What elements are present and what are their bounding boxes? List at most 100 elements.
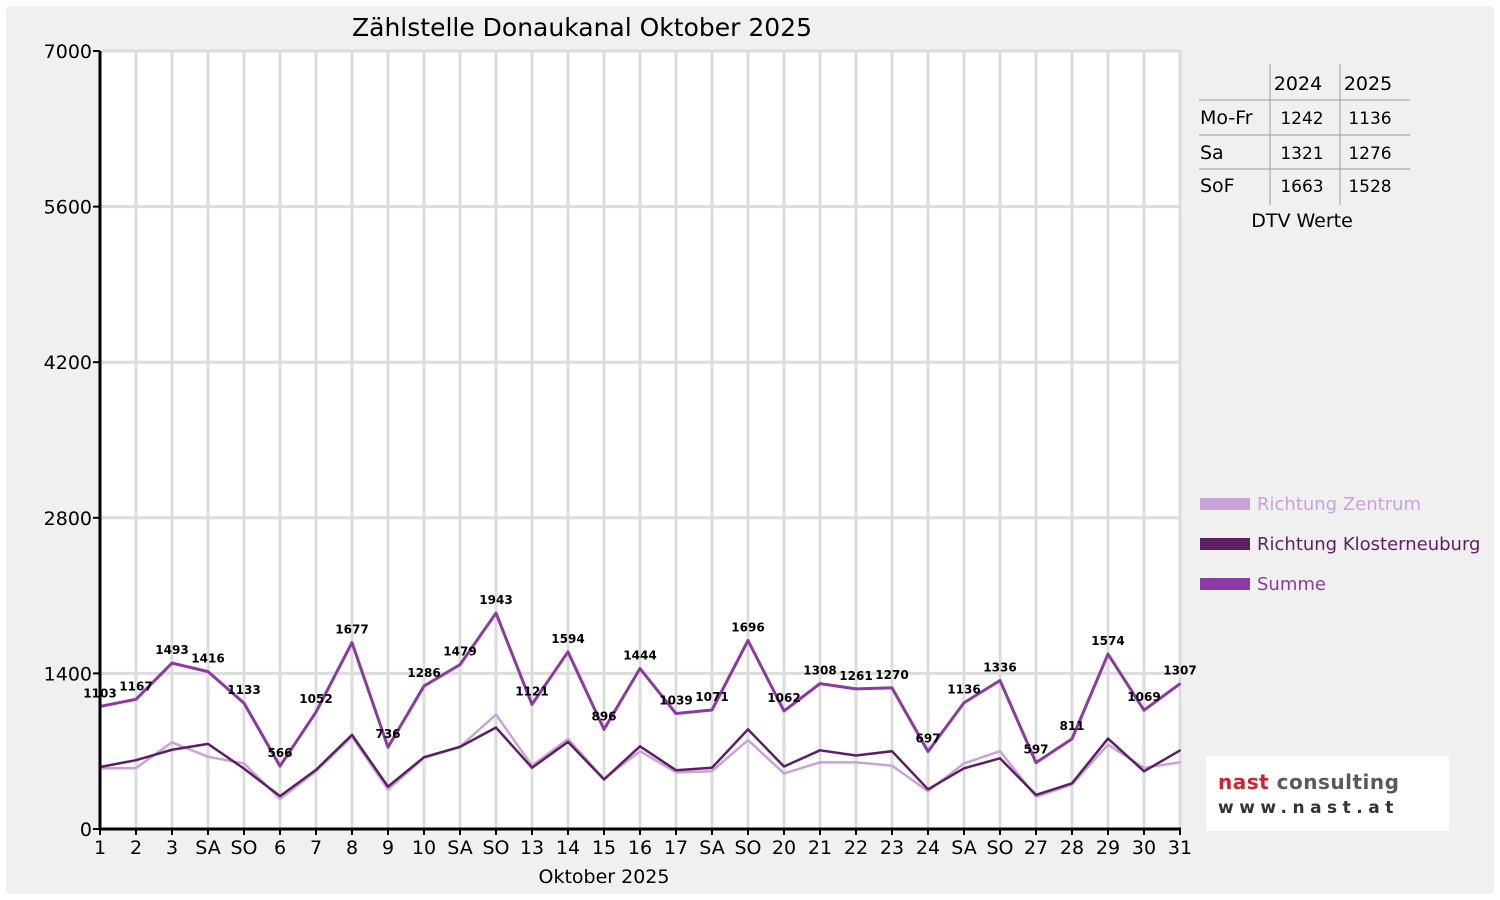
data-point bbox=[495, 726, 497, 729]
data-point bbox=[819, 682, 821, 685]
data-point bbox=[279, 797, 281, 800]
data-label: 1286 bbox=[407, 666, 440, 680]
x-axis-label: Oktober 2025 bbox=[539, 866, 670, 888]
legend-label: Richtung Zentrum bbox=[1257, 494, 1421, 515]
chart-title: Zählstelle Donaukanal Oktober 2025 bbox=[352, 13, 812, 42]
dtv-cell: 1528 bbox=[1348, 177, 1391, 197]
data-point bbox=[891, 750, 893, 753]
data-point bbox=[639, 745, 641, 748]
data-point bbox=[135, 767, 137, 770]
dtv-header-2025: 2025 bbox=[1344, 73, 1392, 95]
data-point bbox=[675, 771, 677, 774]
x-tick-label: 13 bbox=[520, 837, 544, 859]
line-chart: Zählstelle Donaukanal Oktober 2025 1 2 3 SA… bbox=[44, 13, 1481, 888]
data-point bbox=[747, 639, 749, 642]
data-point bbox=[279, 765, 281, 768]
grid bbox=[98, 49, 1182, 831]
data-point bbox=[171, 748, 173, 751]
data-point bbox=[1179, 749, 1181, 752]
x-tick-label: SO bbox=[482, 837, 509, 859]
data-point bbox=[279, 795, 281, 798]
data-point bbox=[891, 764, 893, 767]
data-point bbox=[927, 790, 929, 793]
data-point bbox=[603, 728, 605, 731]
data-label: 1677 bbox=[335, 623, 368, 637]
data-point bbox=[351, 641, 353, 644]
x-tick-label: 1 bbox=[94, 837, 106, 859]
data-point bbox=[1035, 761, 1037, 764]
data-label: 811 bbox=[1059, 719, 1084, 733]
data-label: 1416 bbox=[191, 652, 224, 666]
data-point bbox=[423, 756, 425, 759]
data-point bbox=[1071, 782, 1073, 785]
x-tick-label: 17 bbox=[664, 837, 688, 859]
data-point bbox=[891, 686, 893, 689]
y-tick-label: 0 bbox=[80, 819, 92, 841]
data-point bbox=[1143, 766, 1145, 769]
data-point bbox=[963, 701, 965, 704]
data-point bbox=[315, 711, 317, 714]
data-point bbox=[207, 755, 209, 758]
data-point bbox=[819, 761, 821, 764]
data-label: 1167 bbox=[119, 679, 152, 693]
legend-label: Richtung Klosterneuburg bbox=[1257, 534, 1480, 555]
axes bbox=[93, 50, 1181, 835]
x-tick-label: 30 bbox=[1132, 837, 1156, 859]
dtv-cell: 1321 bbox=[1280, 144, 1323, 164]
data-label: 1574 bbox=[1091, 634, 1124, 648]
x-tick-label: 23 bbox=[880, 837, 904, 859]
x-tick-label: SO bbox=[986, 837, 1013, 859]
dtv-header-2024: 2024 bbox=[1274, 73, 1322, 95]
y-tick-label: 1400 bbox=[44, 663, 92, 685]
data-label: 1943 bbox=[479, 593, 512, 607]
data-label: 597 bbox=[1023, 743, 1048, 757]
legend-swatch bbox=[1200, 538, 1250, 550]
data-point bbox=[819, 749, 821, 752]
data-point bbox=[855, 754, 857, 757]
data-label: 1479 bbox=[443, 645, 476, 659]
x-tick-label: 16 bbox=[628, 837, 652, 859]
data-point bbox=[1107, 743, 1109, 746]
data-point bbox=[495, 713, 497, 716]
dtv-caption: DTV Werte bbox=[1251, 210, 1353, 232]
data-label: 1336 bbox=[983, 661, 1016, 675]
data-point bbox=[243, 762, 245, 765]
data-point bbox=[963, 762, 965, 765]
dtv-cell: 1136 bbox=[1348, 109, 1391, 129]
data-label: 697 bbox=[915, 732, 940, 746]
chart-frame: Zählstelle Donaukanal Oktober 2025 1 2 3 SA… bbox=[6, 6, 1494, 894]
data-point bbox=[675, 769, 677, 772]
data-point bbox=[531, 766, 533, 769]
data-point bbox=[1035, 795, 1037, 798]
data-point bbox=[135, 759, 137, 762]
legend-label: Summe bbox=[1257, 574, 1326, 595]
data-label: 1069 bbox=[1127, 690, 1160, 704]
data-point bbox=[351, 733, 353, 736]
data-label: 1039 bbox=[659, 694, 692, 708]
data-point bbox=[927, 788, 929, 791]
data-point bbox=[459, 745, 461, 748]
data-point bbox=[1143, 709, 1145, 712]
data-point bbox=[1107, 737, 1109, 740]
dtv-row-label: Sa bbox=[1200, 142, 1224, 164]
data-label: 1136 bbox=[947, 683, 980, 697]
data-label: 1062 bbox=[767, 691, 800, 705]
x-tick-labels: 1 2 3 SA SO 6 7 8 9 10 SA SO 13 14 15 16 17 SA SO 20 21 22 23 2… bbox=[94, 837, 1192, 859]
dtv-cell: 1663 bbox=[1280, 177, 1323, 197]
logo-url: www.nast.at bbox=[1218, 798, 1399, 818]
x-tick-label: 21 bbox=[808, 837, 832, 859]
x-tick-label: SO bbox=[230, 837, 257, 859]
dtv-table: 2024 2025 Mo-Fr 1242 1136 Sa 1321 1276 S… bbox=[1199, 64, 1410, 232]
data-point bbox=[387, 785, 389, 788]
data-label: 1121 bbox=[515, 684, 548, 698]
x-tick-label: 14 bbox=[556, 837, 580, 859]
data-label: 1103 bbox=[83, 686, 116, 700]
x-tick-label: 22 bbox=[844, 837, 868, 859]
data-point bbox=[639, 750, 641, 753]
data-label: 1696 bbox=[731, 621, 764, 635]
x-tick-label: 6 bbox=[274, 837, 286, 859]
data-label: 1052 bbox=[299, 692, 332, 706]
legend-swatch bbox=[1200, 498, 1250, 510]
data-point bbox=[567, 737, 569, 740]
dtv-row-label: SoF bbox=[1200, 175, 1235, 197]
